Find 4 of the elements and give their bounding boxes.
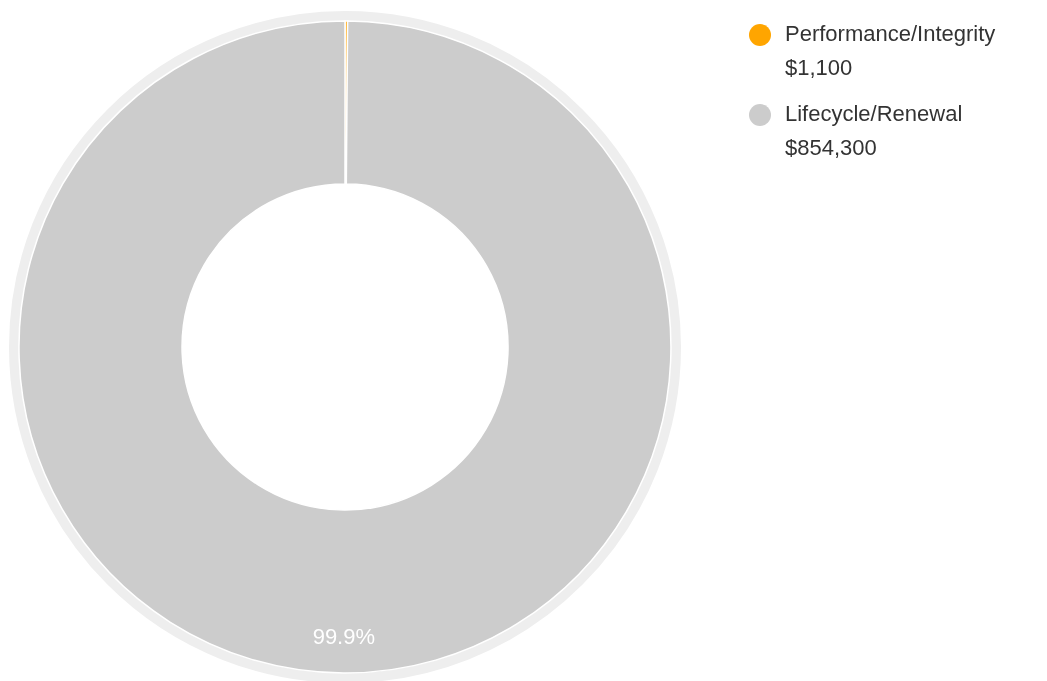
legend-label: Performance/Integrity bbox=[785, 20, 996, 46]
data-label: $854,300 bbox=[785, 134, 877, 160]
legend-label: Lifecycle/Renewal bbox=[785, 100, 963, 126]
data-label: $1,100 bbox=[785, 54, 853, 80]
